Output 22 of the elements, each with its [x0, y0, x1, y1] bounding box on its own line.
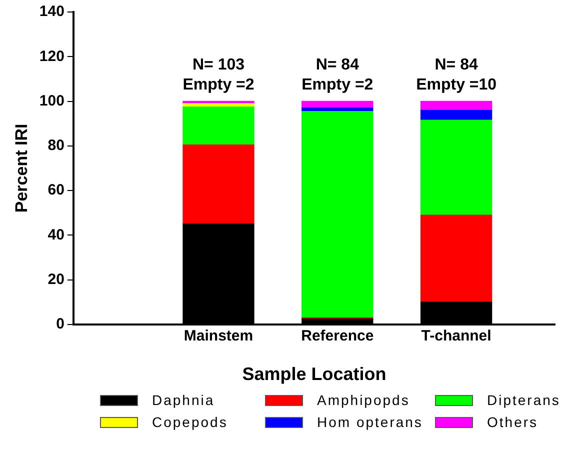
x-tick-label: Mainstem: [184, 328, 254, 345]
y-tick-label: 100: [39, 92, 64, 110]
annotation: N= 84 Empty =2: [302, 56, 374, 94]
legend-label: Others: [487, 414, 538, 430]
legend-label: Hom opterans: [317, 414, 423, 430]
y-tick-label: 0: [56, 316, 64, 333]
y-tick-label: 80: [48, 137, 64, 154]
annotation: N= 84 Empty =10: [416, 56, 497, 94]
x-tick-label: T-channel: [421, 328, 492, 345]
y-tick-label: 40: [48, 226, 64, 244]
legend-label: Daphnia: [152, 392, 215, 408]
y-tick-label: 60: [48, 182, 64, 199]
y-tick-label: 120: [39, 48, 64, 65]
annotation: N= 103 Empty =2: [182, 56, 254, 94]
x-axis-title: Sample Location: [242, 364, 386, 384]
y-axis-title: Percent IRI: [12, 124, 31, 213]
y-tick-label: 140: [39, 3, 64, 20]
legend-label: Dipterans: [487, 392, 560, 408]
legend-label: Amphipopds: [317, 392, 410, 408]
x-tick-label: Reference: [301, 328, 374, 345]
y-tick-label: 20: [48, 270, 64, 288]
legend-label: Copepods: [152, 414, 228, 430]
